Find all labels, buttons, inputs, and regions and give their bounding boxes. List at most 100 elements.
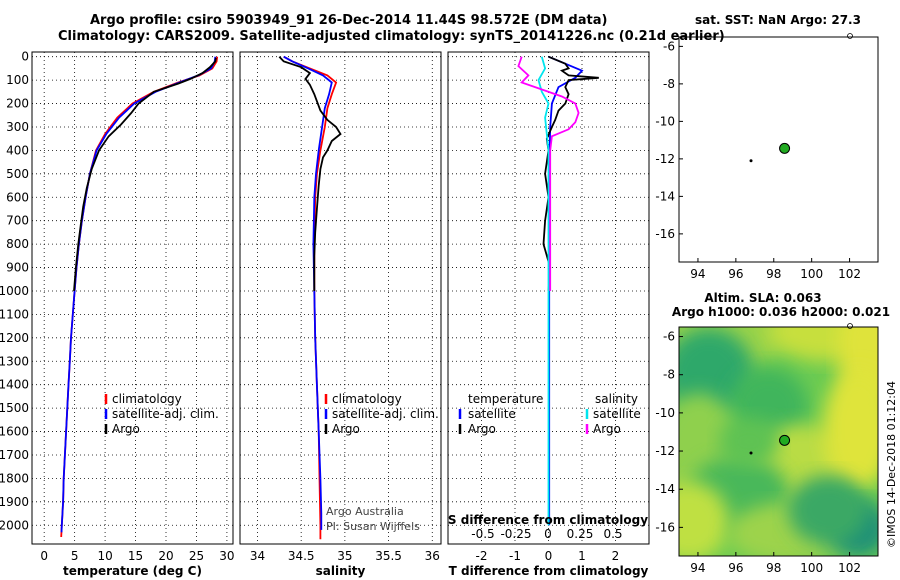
title-line-2: Climatology: CARS2009. Satellite-adjuste… — [58, 29, 725, 44]
depth-tick-label: 1000 — [0, 284, 29, 298]
legend-label: satellite-adj. clim. — [112, 407, 219, 421]
credit-text: Argo Australia — [326, 505, 404, 518]
lon-tick-label: 100 — [800, 267, 823, 281]
temperature-panel: 0 5 10 15 20 25 300100200300400500600700800900… — [0, 50, 235, 578]
credit-text: PI: Susan Wijffels — [326, 520, 420, 533]
depth-tick-label: 800 — [6, 237, 29, 251]
series-s-argo — [517, 56, 580, 291]
depth-tick-label: 1700 — [0, 448, 29, 462]
x-tick-label: 34 — [250, 549, 265, 563]
x-tick-label: 2 — [612, 549, 620, 563]
legend-label: climatology — [332, 392, 402, 406]
salinity-panel: 34 34.5 35 35.5 36 salinity climatologysatelli… — [239, 51, 442, 578]
legend-label: salinity — [595, 392, 638, 406]
legend-label: satellite-adj. clim. — [332, 407, 439, 421]
sla-map-subtitle: Argo h1000: 0.036 h2000: 0.021 — [672, 305, 890, 319]
depth-tick-label: 400 — [6, 143, 29, 157]
x-tick-label: 36 — [425, 549, 440, 563]
lat-tick-label: -8 — [663, 77, 675, 91]
lat-tick-label: -6 — [663, 330, 675, 344]
depth-tick-label: 900 — [6, 261, 29, 275]
sst-map-title: sat. SST: NaN Argo: 27.3 — [695, 13, 861, 27]
depth-tick-label: 500 — [6, 167, 29, 181]
salinity-xlabel: salinity — [316, 564, 366, 578]
sla-patch — [788, 475, 869, 546]
difference-xlabel: T difference from climatology — [449, 564, 649, 578]
sla-patch — [823, 370, 878, 491]
x-tick-label: 1 — [578, 549, 586, 563]
series-climatology — [283, 55, 338, 540]
series-satellite-adj-clim- — [283, 55, 333, 530]
temperature-xlabel: temperature (deg C) — [63, 564, 202, 578]
salinity-frame — [239, 51, 442, 545]
depth-tick-label: 600 — [6, 190, 29, 204]
lat-tick-label: -10 — [655, 114, 675, 128]
series-argo — [73, 57, 217, 292]
series-argo — [278, 56, 342, 291]
lon-tick-label: 102 — [838, 267, 861, 281]
sla-patch — [679, 481, 729, 556]
sst-map-frame — [678, 36, 879, 263]
lat-tick-label: -16 — [655, 520, 675, 534]
lon-tick-label: 94 — [690, 267, 705, 281]
x-tick-label: 30 — [219, 549, 234, 563]
x-tick-label: 15 — [128, 549, 143, 563]
lon-tick-label: 96 — [728, 267, 743, 281]
x2-tick-label: 0.5 — [603, 527, 622, 541]
depth-tick-label: 0 — [21, 50, 29, 64]
track-point — [749, 159, 753, 163]
x2-tick-label: 0 — [544, 527, 552, 541]
x-tick-label: 20 — [158, 549, 173, 563]
legend-label: Argo — [468, 422, 496, 436]
x-tick-label: 35.5 — [375, 549, 402, 563]
sla-patch — [718, 416, 779, 467]
depth-tick-label: 1400 — [0, 378, 29, 392]
lat-tick-label: -14 — [655, 189, 675, 203]
sla-map-title: Altim. SLA: 0.063 — [704, 291, 821, 305]
argo-position-marker — [779, 434, 791, 446]
legend-label: Argo — [112, 422, 140, 436]
depth-tick-label: 1900 — [0, 495, 29, 509]
lat-tick-label: -8 — [663, 368, 675, 382]
imos-watermark: ©IMOS 14-Dec-2018 01:12:04 — [885, 381, 898, 548]
depth-tick-label: 1200 — [0, 331, 29, 345]
temperature-frame — [31, 51, 234, 545]
lat-tick-label: -12 — [655, 152, 675, 166]
depth-tick-label: 1100 — [0, 307, 29, 321]
sla-field — [679, 327, 878, 556]
legend-label: Argo — [332, 422, 360, 436]
series-s-satellite — [537, 56, 550, 526]
lon-tick-label: 102 — [838, 561, 861, 575]
lat-tick-label: -10 — [655, 406, 675, 420]
depth-tick-label: 700 — [6, 214, 29, 228]
lon-tick-label: 98 — [766, 267, 781, 281]
sla-map-panel: 94 96 98 100 102 -6 -8 -10 -12 -14 -16 Altim. SLA: … — [655, 291, 890, 575]
legend-label: climatology — [112, 392, 182, 406]
legend-label: temperature — [468, 392, 543, 406]
series-climatology — [60, 56, 219, 538]
lat-tick-label: -6 — [663, 39, 675, 53]
x-tick-label: 0 — [40, 549, 48, 563]
x2-tick-label: -0.25 — [500, 527, 531, 541]
difference-xlabel2: S difference from climatology — [448, 513, 648, 527]
coast-mark — [847, 33, 853, 39]
x-tick-label: 35 — [337, 549, 352, 563]
lon-tick-label: 100 — [800, 561, 823, 575]
lon-tick-label: 94 — [690, 561, 705, 575]
x2-tick-label: 0.25 — [567, 527, 594, 541]
depth-tick-label: 300 — [6, 120, 29, 134]
sla-map-frame — [678, 326, 879, 557]
depth-tick-label: 1300 — [0, 354, 29, 368]
x-tick-label: 25 — [189, 549, 204, 563]
argo-position-marker — [779, 142, 791, 154]
depth-tick-label: 1500 — [0, 401, 29, 415]
series-t-argo — [542, 55, 599, 292]
depth-tick-label: 200 — [6, 97, 29, 111]
depth-tick-label: 1800 — [0, 471, 29, 485]
series-satellite-adj-clim- — [60, 56, 217, 533]
coast-mark — [847, 323, 853, 329]
legend-label: satellite — [593, 407, 641, 421]
x-tick-label: 5 — [71, 549, 79, 563]
lat-tick-label: -12 — [655, 444, 675, 458]
